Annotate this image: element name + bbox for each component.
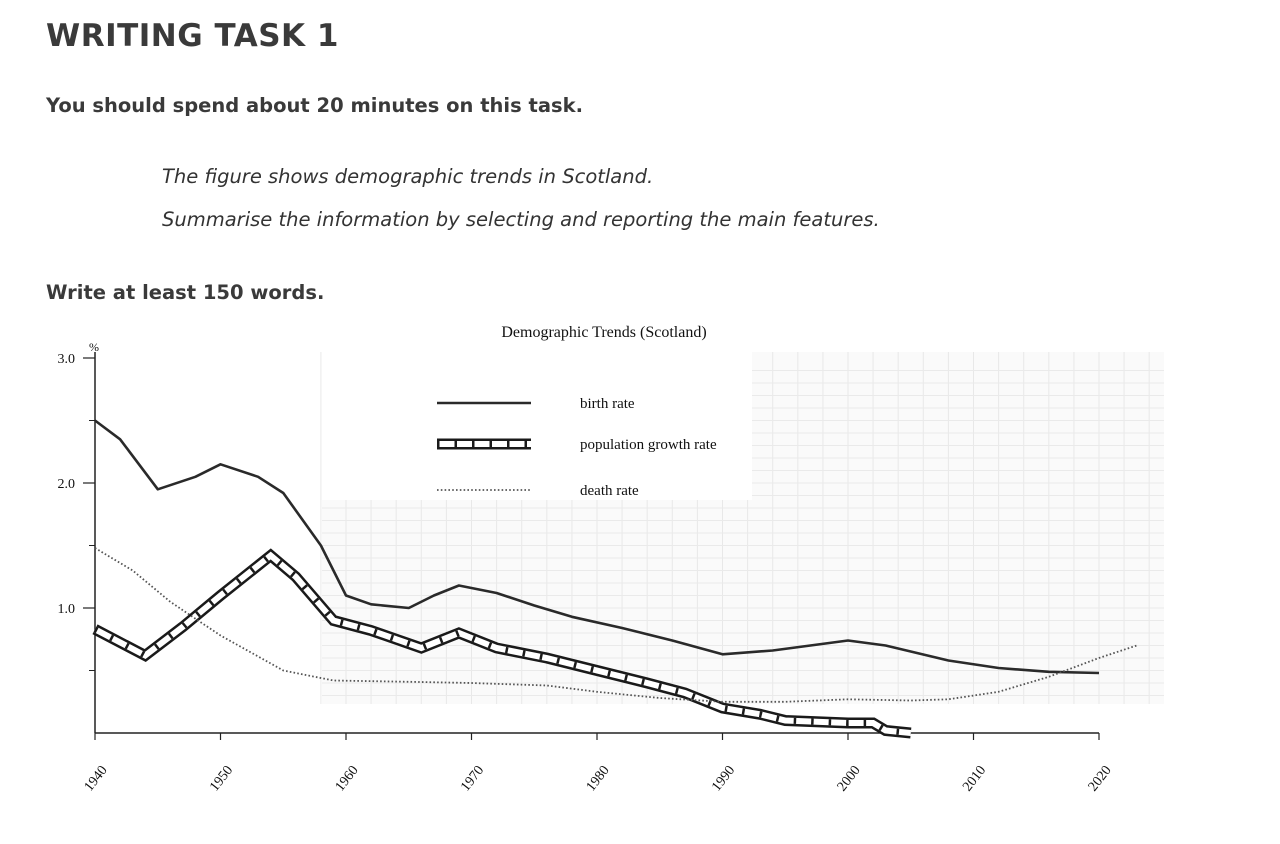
legend-item-birth-rate: birth rate [437, 396, 635, 412]
y-axis-unit-label: % [89, 340, 99, 354]
task-word-count: Write at least 150 words. [46, 281, 325, 304]
x-tick-label: 2000 [835, 763, 864, 794]
task-title: WRITING TASK 1 [46, 18, 339, 54]
chart-legend: birth rate population growth rate death ra… [437, 396, 717, 499]
x-tick-label: 1980 [584, 763, 613, 794]
task-instruction: You should spend about 20 minutes on thi… [46, 94, 583, 117]
legend-label: population growth rate [580, 437, 717, 453]
task-prompt-line-2: Summarise the information by selecting a… [162, 208, 880, 231]
legend-label: death rate [580, 483, 639, 499]
x-tick-label: 1970 [458, 763, 487, 794]
legend-label: birth rate [580, 396, 635, 412]
task-prompt-line-1: The figure shows demographic trends in S… [162, 165, 654, 188]
legend-background [322, 352, 752, 500]
y-tick-label: 2.0 [58, 477, 76, 492]
birth-rate-line [94, 419, 1100, 675]
x-tick-label: 1950 [207, 763, 236, 794]
y-tick-label: 1.0 [58, 602, 76, 617]
population-growth-rate-line-fill [93, 551, 912, 736]
legend-item-population-growth-rate: population growth rate [437, 437, 717, 453]
x-tick-label: 2020 [1086, 763, 1115, 794]
chart-series [92, 419, 1137, 739]
legend-item-death-rate: death rate [437, 483, 639, 499]
chart-title: Demographic Trends (Scotland) [501, 324, 706, 341]
y-tick-label: 3.0 [58, 352, 76, 367]
x-tick-label: 1960 [333, 763, 362, 794]
x-tick-label: 1990 [709, 763, 738, 794]
series-birth-rate [94, 419, 1100, 675]
series-population-growth-rate [92, 548, 912, 739]
x-tick-label: 1940 [82, 763, 111, 794]
x-tick-label: 2010 [960, 763, 989, 794]
chart-grid [320, 352, 1164, 704]
